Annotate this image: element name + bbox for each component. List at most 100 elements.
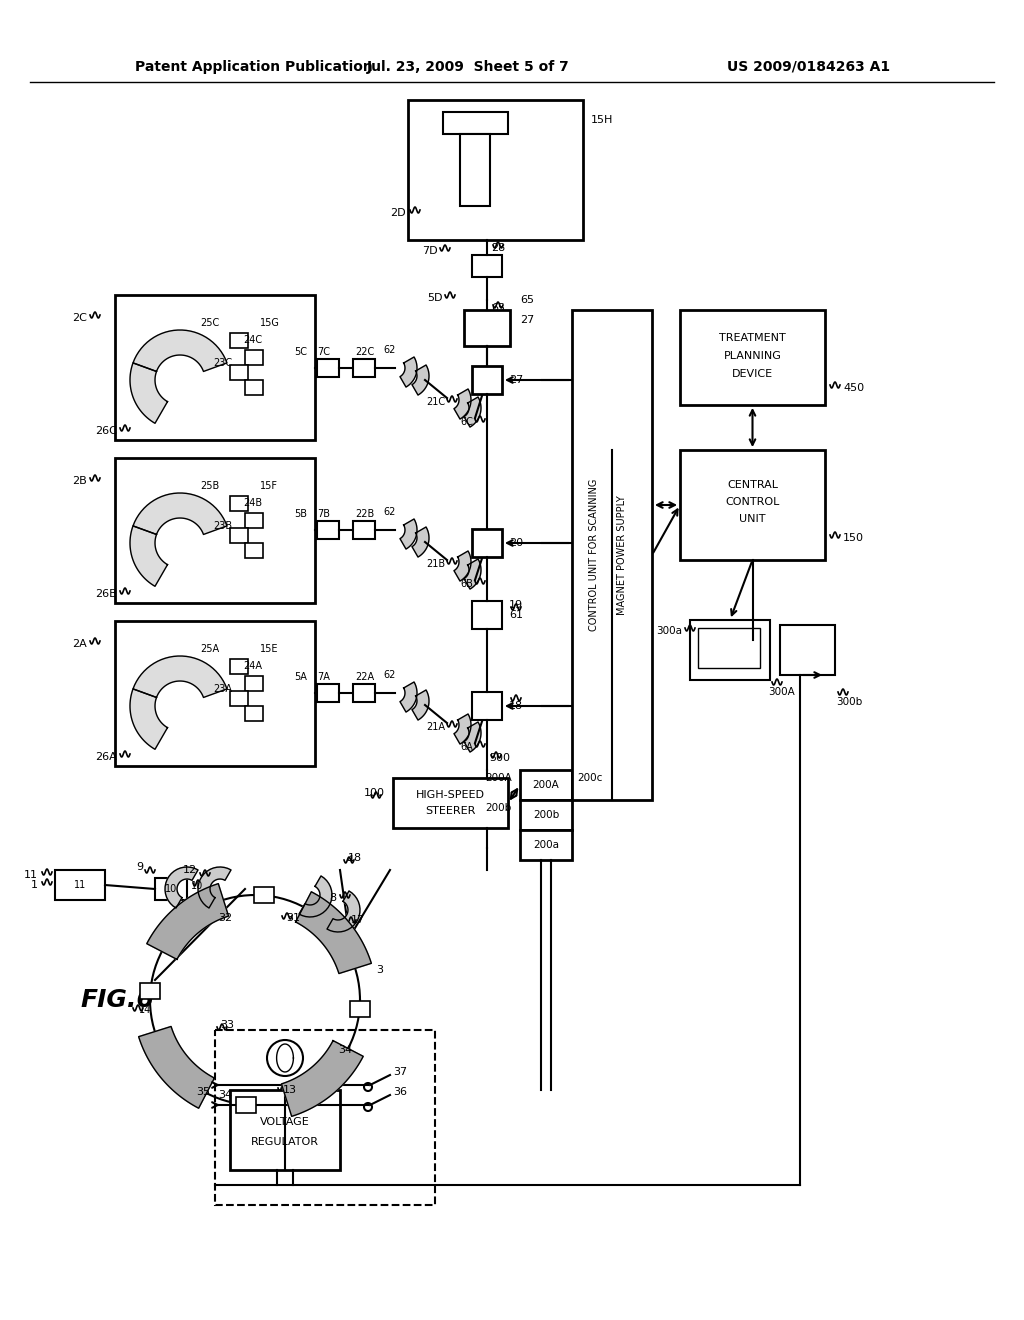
Text: 7C: 7C (317, 347, 330, 356)
Text: 25B: 25B (200, 480, 219, 491)
Text: 22B: 22B (355, 510, 374, 519)
Polygon shape (400, 356, 417, 387)
Text: 26A: 26A (95, 752, 117, 762)
Bar (520, 800, 572, 830)
Text: 2C: 2C (72, 313, 87, 323)
Bar (472, 692, 502, 719)
Text: CENTRAL: CENTRAL (727, 480, 778, 490)
Polygon shape (198, 867, 231, 908)
Text: 25A: 25A (200, 644, 219, 653)
Text: 62: 62 (384, 507, 396, 517)
Text: STEERER: STEERER (425, 807, 476, 816)
Bar (230, 496, 248, 511)
Bar (230, 333, 248, 348)
Text: 8: 8 (329, 894, 336, 903)
Text: 6A: 6A (460, 742, 473, 752)
Text: 450: 450 (843, 383, 864, 393)
Bar (230, 659, 248, 675)
Text: 200b: 200b (485, 803, 512, 813)
Text: Patent Application Publication: Patent Application Publication (135, 59, 373, 74)
Bar (408, 100, 583, 240)
Text: 33: 33 (220, 1020, 234, 1030)
Bar (520, 770, 572, 800)
Text: 5A: 5A (294, 672, 307, 682)
Text: 500: 500 (489, 752, 510, 763)
Polygon shape (400, 682, 417, 711)
Bar (245, 676, 263, 690)
Bar (245, 350, 263, 366)
Bar (55, 870, 105, 900)
Text: 26C: 26C (95, 426, 117, 436)
Text: 26B: 26B (95, 589, 117, 599)
Bar (155, 878, 187, 900)
Text: 18: 18 (348, 853, 362, 863)
Text: 2A: 2A (73, 639, 87, 649)
Text: 23A: 23A (213, 684, 232, 694)
Bar (245, 513, 263, 528)
Text: 61: 61 (509, 610, 523, 620)
Text: 28: 28 (490, 243, 505, 253)
Bar (443, 112, 508, 135)
Bar (317, 684, 339, 702)
Text: HIGH-SPEED: HIGH-SPEED (416, 789, 485, 800)
Polygon shape (464, 722, 481, 752)
Polygon shape (454, 714, 471, 744)
Text: DEVICE: DEVICE (732, 370, 773, 379)
Polygon shape (400, 519, 417, 549)
Bar (680, 310, 825, 405)
Text: 150: 150 (843, 533, 864, 543)
Polygon shape (165, 867, 198, 908)
Bar (245, 380, 263, 395)
Bar (472, 529, 502, 557)
Text: 31: 31 (286, 913, 300, 923)
Text: 10: 10 (165, 884, 177, 894)
Text: 15E: 15E (260, 644, 279, 653)
Text: 21A: 21A (426, 722, 445, 733)
Text: 34: 34 (338, 1045, 352, 1055)
Bar (349, 1001, 370, 1018)
Polygon shape (296, 892, 372, 974)
Text: 24A: 24A (243, 661, 262, 671)
Text: 300A: 300A (768, 686, 795, 697)
Bar (572, 310, 652, 800)
Text: 3: 3 (377, 965, 384, 975)
Bar (353, 359, 375, 378)
Bar (245, 543, 263, 558)
Polygon shape (454, 550, 471, 581)
Text: 37: 37 (393, 1067, 408, 1077)
Polygon shape (299, 876, 332, 917)
Polygon shape (454, 389, 471, 418)
Bar (353, 521, 375, 539)
Text: 65: 65 (490, 304, 505, 313)
Polygon shape (412, 366, 429, 395)
Bar (230, 1090, 340, 1170)
Polygon shape (133, 330, 227, 371)
Text: 18: 18 (509, 701, 523, 711)
Text: 62: 62 (384, 345, 396, 355)
Text: 13: 13 (283, 1085, 297, 1096)
Text: 9: 9 (136, 862, 143, 873)
Bar (680, 450, 825, 560)
Text: CONTROL UNIT FOR SCANNING: CONTROL UNIT FOR SCANNING (589, 479, 599, 631)
Text: 15H: 15H (591, 115, 613, 125)
Bar (140, 983, 161, 999)
Bar (472, 255, 502, 277)
Text: 27: 27 (509, 375, 523, 385)
Polygon shape (138, 1027, 214, 1109)
Text: 1: 1 (31, 880, 38, 890)
Text: REGULATOR: REGULATOR (251, 1137, 319, 1147)
Text: 300a: 300a (656, 626, 682, 636)
Text: Jul. 23, 2009  Sheet 5 of 7: Jul. 23, 2009 Sheet 5 of 7 (367, 59, 569, 74)
Bar (690, 620, 770, 680)
Text: VOLTAGE: VOLTAGE (260, 1117, 310, 1127)
Bar (393, 777, 508, 828)
Text: 2B: 2B (73, 477, 87, 486)
Text: 15F: 15F (260, 480, 278, 491)
Bar (215, 1030, 435, 1205)
Text: 200b: 200b (532, 810, 559, 820)
Text: 200A: 200A (532, 780, 559, 789)
Text: 5B: 5B (294, 510, 307, 519)
Polygon shape (133, 656, 227, 697)
Text: 10: 10 (191, 880, 203, 891)
Text: 21B: 21B (426, 558, 445, 569)
